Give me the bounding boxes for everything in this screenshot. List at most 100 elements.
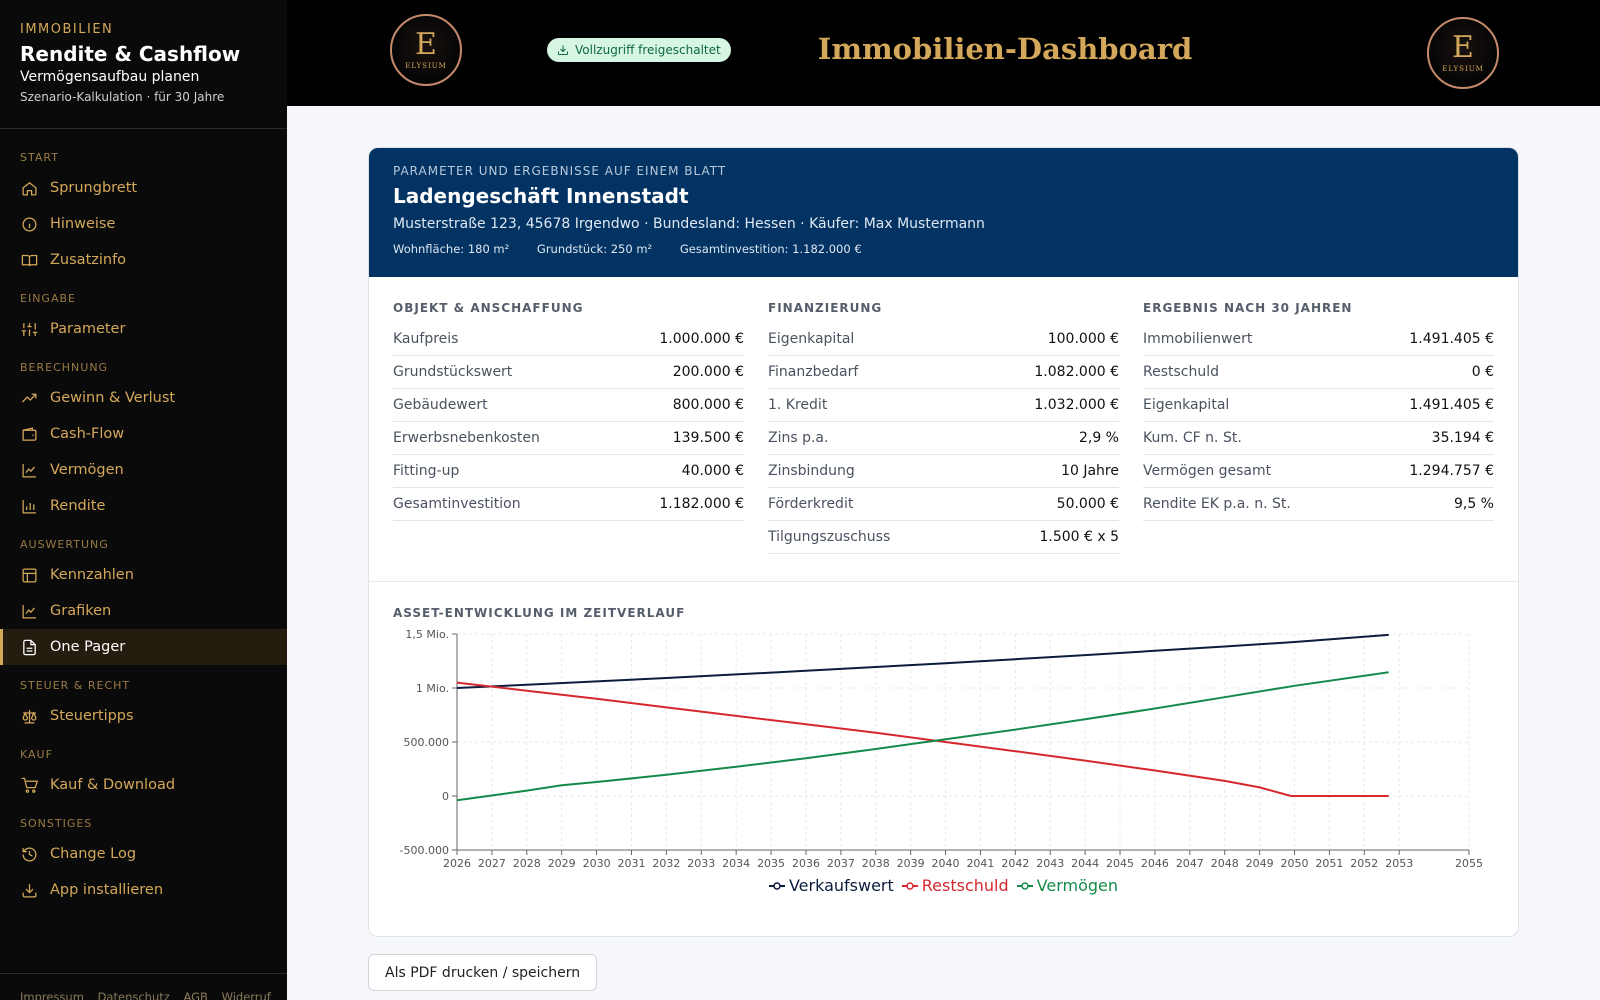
wallet-icon — [20, 425, 38, 443]
sidebar-item-label: Change Log — [50, 846, 137, 862]
row-value: 2,9 % — [1078, 430, 1119, 446]
sidebar-item-grafiken[interactable]: Grafiken — [0, 593, 287, 629]
top-header: E ELYSIUM Vollzugriff freigeschaltet Imm… — [287, 0, 1600, 106]
sidebar-item-gewinn[interactable]: Gewinn & Verlust — [0, 380, 287, 416]
sidebar-item-cashflow[interactable]: Cash-Flow — [0, 416, 287, 452]
x-tick-label: 2049 — [1246, 857, 1274, 870]
column-objekt: OBJEKT & ANSCHAFFUNG Kaufpreis 1.000.000 … — [393, 301, 744, 581]
row-label: Gesamtinvestition — [393, 496, 521, 512]
y-tick-label: -500.000 — [400, 844, 449, 857]
row-label: Restschuld — [1143, 364, 1220, 380]
row-value: 1.000.000 € — [659, 331, 744, 347]
print-pdf-button[interactable]: Als PDF drucken / speichern — [368, 954, 598, 991]
card-kicker: PARAMETER UND ERGEBNISSE AUF EINEM BLATT — [393, 164, 727, 178]
sidebar-item-vermoegen[interactable]: Vermögen — [0, 452, 287, 488]
row-label: Fitting-up — [393, 463, 460, 479]
sidebar-item-app-installieren[interactable]: App installieren — [0, 872, 287, 908]
x-tick-label: 2046 — [1141, 857, 1169, 870]
row-label: Rendite EK p.a. n. St. — [1143, 496, 1291, 512]
row-value: 1.491.405 € — [1409, 331, 1494, 347]
chart-legend: Verkaufswert Restschuld Vermögen — [393, 876, 1494, 895]
table-row: Fitting-up 40.000 € — [393, 455, 744, 488]
sidebar-item-sprungbrett[interactable]: Sprungbrett — [0, 170, 287, 206]
table-row: Immobilienwert 1.491.405 € — [1143, 323, 1494, 356]
row-value: 9,5 % — [1453, 496, 1494, 512]
sidebar-item-changelog[interactable]: Change Log — [0, 836, 287, 872]
sidebar-item-parameter[interactable]: Parameter — [0, 311, 287, 347]
column-finanzierung: FINANZIERUNG Eigenkapital 100.000 € Finan… — [768, 301, 1119, 581]
legend-marker-icon — [901, 881, 918, 890]
x-tick-label: 2038 — [862, 857, 890, 870]
sidebar-item-label: Vermögen — [50, 462, 124, 478]
x-tick-label: 2032 — [652, 857, 680, 870]
sidebar-item-onepager[interactable]: One Pager — [0, 629, 287, 665]
row-label: Kaufpreis — [393, 331, 459, 347]
page-title: Immobilien-Dashboard — [817, 32, 1193, 66]
sidebar-item-steuertipps[interactable]: Steuertipps — [0, 698, 287, 734]
sidebar-item-label: Grafiken — [50, 603, 112, 619]
row-value: 800.000 € — [672, 397, 744, 413]
y-tick-label: 1,5 Mio. — [405, 628, 449, 641]
brand-subtitle: Vermögensaufbau planen — [20, 69, 200, 85]
sidebar-item-kennzahlen[interactable]: Kennzahlen — [0, 557, 287, 593]
row-label: Eigenkapital — [1143, 397, 1230, 413]
download-icon — [558, 45, 568, 55]
sidebar-item-zusatzinfo[interactable]: Zusatzinfo — [0, 242, 287, 278]
badge-label: Vollzugriff freigeschaltet — [575, 43, 721, 57]
row-value: 1.082.000 € — [1034, 364, 1119, 380]
table-row: Zinsbindung 10 Jahre — [768, 455, 1119, 488]
row-label: Erwerbsnebenkosten — [393, 430, 540, 446]
trending-up-icon — [20, 389, 38, 407]
x-tick-label: 2036 — [792, 857, 820, 870]
column-title: FINANZIERUNG — [768, 301, 883, 315]
card-header: PARAMETER UND ERGEBNISSE AUF EINEM BLATT… — [369, 148, 1518, 277]
footer-link-datenschutz[interactable]: Datenschutz — [97, 990, 170, 1000]
footer-link-widerruf[interactable]: Widerruf — [221, 990, 271, 1000]
sidebar-item-label: Kauf & Download — [50, 777, 176, 793]
row-label: Immobilienwert — [1143, 331, 1253, 347]
series-line-restschuld — [456, 681, 1389, 797]
nav-section-steuer: STEUER & RECHT — [20, 679, 131, 692]
table-row: Gesamtinvestition 1.182.000 € — [393, 488, 744, 521]
legend-label: Restschuld — [921, 876, 1009, 895]
footer-link-impressum[interactable]: Impressum — [20, 990, 84, 1000]
x-tick-label: 2041 — [966, 857, 994, 870]
row-label: Zinsbindung — [768, 463, 855, 479]
brand-title: Rendite & Cashflow — [20, 42, 241, 66]
row-label: Eigenkapital — [768, 331, 855, 347]
row-value: 100.000 € — [1047, 331, 1119, 347]
row-value: 35.194 € — [1431, 430, 1494, 446]
series-line-vermögen — [456, 671, 1389, 802]
legend-item[interactable]: Restschuld — [901, 876, 1009, 895]
sidebar-item-label: Sprungbrett — [50, 180, 138, 196]
nav-section-kauf: KAUF — [20, 748, 53, 761]
row-value: 0 € — [1471, 364, 1494, 380]
download-icon — [20, 881, 38, 899]
row-label: Vermögen gesamt — [1143, 463, 1272, 479]
sidebar-item-label: Kennzahlen — [50, 567, 134, 583]
sidebar-item-kauf-download[interactable]: Kauf & Download — [0, 767, 287, 803]
sidebar-item-rendite[interactable]: Rendite — [0, 488, 287, 524]
x-tick-label: 2028 — [513, 857, 541, 870]
summary-columns: OBJEKT & ANSCHAFFUNG Kaufpreis 1.000.000 … — [369, 277, 1518, 582]
sidebar-item-label: Cash-Flow — [50, 426, 125, 442]
row-value: 200.000 € — [672, 364, 744, 380]
sidebar: IMMOBILIEN Rendite & Cashflow Vermögensa… — [0, 0, 287, 1000]
table-row: Eigenkapital 100.000 € — [768, 323, 1119, 356]
sidebar-item-hinweise[interactable]: Hinweise — [0, 206, 287, 242]
nav-section-sonstiges: SONSTIGES — [20, 817, 93, 830]
legend-marker-icon — [1016, 881, 1033, 890]
footer-link-agb[interactable]: AGB — [183, 990, 208, 1000]
row-label: Finanzbedarf — [768, 364, 859, 380]
chart-title: ASSET-ENTWICKLUNG IM ZEITVERLAUF — [393, 606, 686, 620]
x-tick-label: 2052 — [1350, 857, 1378, 870]
legend-item[interactable]: Verkaufswert — [768, 876, 894, 895]
table-row: Kaufpreis 1.000.000 € — [393, 323, 744, 356]
scale-icon — [20, 707, 38, 725]
bar-chart-icon — [20, 497, 38, 515]
x-tick-label: 2026 — [443, 857, 471, 870]
sidebar-item-label: Hinweise — [50, 216, 116, 232]
nav-section-start: START — [20, 151, 59, 164]
legend-item[interactable]: Vermögen — [1016, 876, 1118, 895]
